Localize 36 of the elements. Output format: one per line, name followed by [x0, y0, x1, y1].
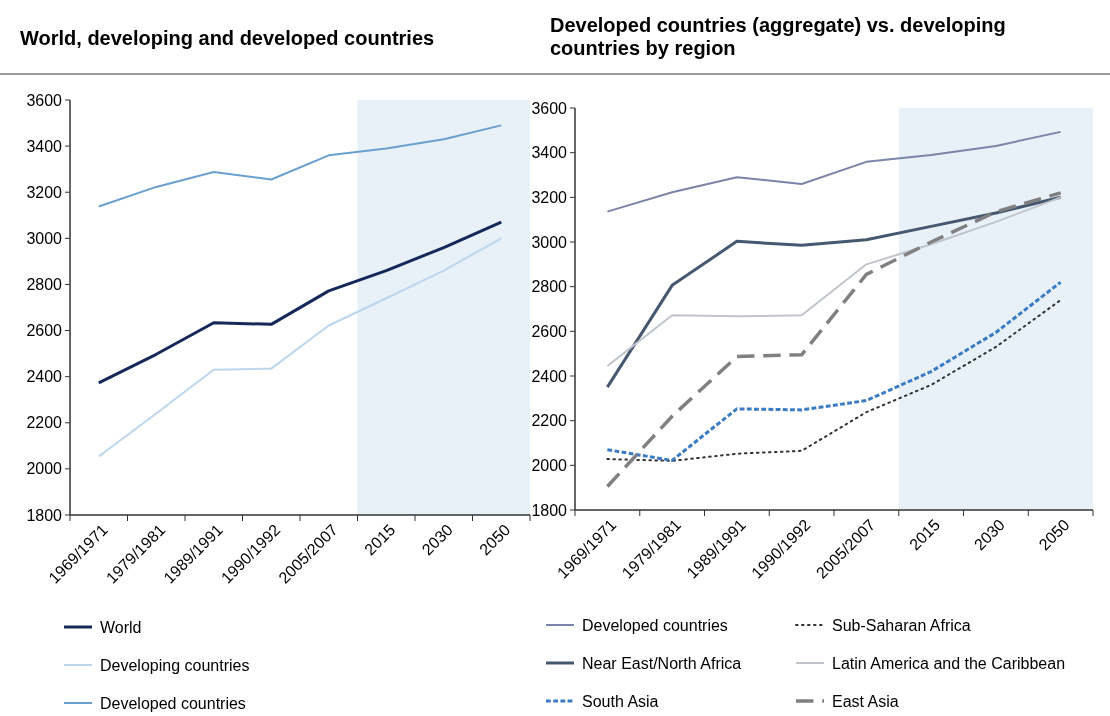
y-tick-label: 3400 — [26, 137, 63, 155]
y-tick-label: 2600 — [26, 322, 63, 340]
legend-label: World — [100, 618, 142, 636]
legend-label: East Asia — [832, 692, 899, 710]
y-tick-label: 3600 — [531, 99, 568, 117]
y-tick-label: 3600 — [26, 91, 63, 109]
legend-label: Developed countries — [100, 694, 246, 712]
y-tick-label: 3400 — [531, 144, 568, 162]
legend-label: Near East/North Africa — [582, 654, 742, 672]
y-tick-label: 2200 — [26, 414, 63, 432]
line-series — [605, 191, 1063, 489]
legend-label: South Asia — [582, 692, 659, 710]
y-tick-label: 1800 — [26, 506, 63, 524]
y-tick-label: 2400 — [26, 368, 63, 386]
chart-title: World, developing and developed countries — [20, 27, 435, 49]
y-tick-label: 3000 — [531, 233, 568, 251]
y-tick-label: 2000 — [26, 460, 63, 478]
y-tick-label: 2400 — [531, 367, 568, 385]
line-series — [97, 220, 503, 385]
y-tick-label: 2200 — [531, 412, 568, 430]
legend-label: Sub-Saharan Africa — [832, 616, 971, 634]
legend-label: Developing countries — [100, 656, 250, 674]
legend-label: Latin America and the Caribbean — [832, 654, 1066, 672]
line-series — [97, 237, 503, 458]
y-tick-label: 3200 — [531, 188, 568, 206]
legend-label: Developed countries — [582, 616, 728, 634]
y-tick-label: 2800 — [531, 278, 568, 296]
y-tick-label: 1800 — [531, 501, 568, 519]
y-tick-label: 3200 — [26, 183, 63, 201]
line-series — [97, 124, 503, 208]
chart-title: Developed countries (aggregate) vs. developing countries by region — [550, 14, 1006, 59]
line-series — [606, 130, 1062, 213]
y-tick-label: 2800 — [26, 276, 63, 294]
y-tick-label: 3000 — [26, 229, 63, 247]
y-tick-label: 2000 — [531, 456, 568, 474]
y-tick-label: 2600 — [531, 322, 568, 340]
